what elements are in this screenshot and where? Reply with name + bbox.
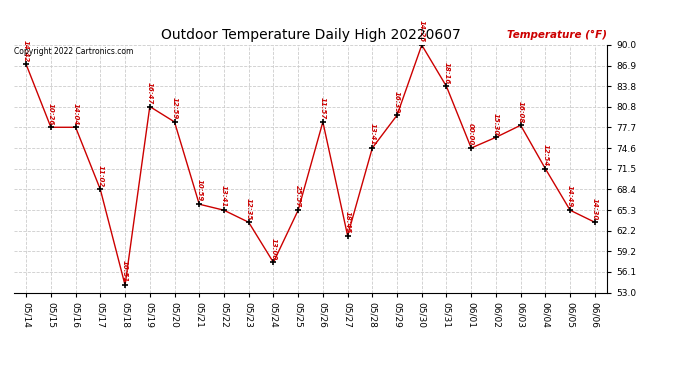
Text: 12:35: 12:35 [246,198,252,220]
Title: Outdoor Temperature Daily High 20220607: Outdoor Temperature Daily High 20220607 [161,28,460,42]
Text: 10:26: 10:26 [48,102,54,125]
Text: Temperature (°F): Temperature (°F) [507,30,607,40]
Text: 15:30: 15:30 [493,112,499,135]
Text: 16:39: 16:39 [394,90,400,113]
Text: 16:47: 16:47 [147,82,152,104]
Text: 18:45: 18:45 [344,211,351,233]
Text: 18:16: 18:16 [444,62,449,84]
Text: 00:00: 00:00 [469,123,474,146]
Text: 16:51: 16:51 [122,260,128,283]
Text: 12:54: 12:54 [542,144,549,166]
Text: 13:00: 13:00 [270,238,277,260]
Text: 25:57: 25:57 [295,186,301,208]
Text: 14:49: 14:49 [567,186,573,208]
Text: Copyright 2022 Cartronics.com: Copyright 2022 Cartronics.com [14,48,134,57]
Text: 11:57: 11:57 [320,97,326,120]
Text: 11:02: 11:02 [97,165,104,187]
Text: 13:41: 13:41 [369,123,375,146]
Text: 14:30: 14:30 [592,198,598,220]
Text: 14:42: 14:42 [23,40,29,62]
Text: 12:59: 12:59 [172,97,177,120]
Text: 14:04: 14:04 [72,102,79,125]
Text: 13:41: 13:41 [221,186,227,208]
Text: 10:59: 10:59 [196,180,202,202]
Text: 14:25: 14:25 [419,20,425,42]
Text: 16:08: 16:08 [518,100,524,123]
